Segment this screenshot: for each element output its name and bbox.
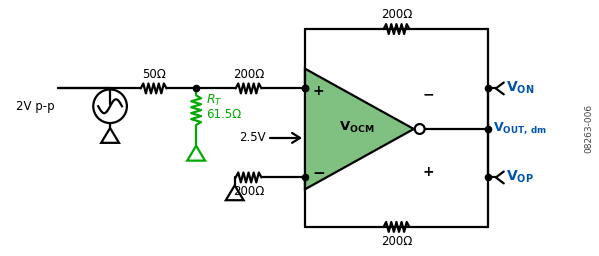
Text: +: + [423,165,434,178]
Text: 200Ω: 200Ω [233,68,264,81]
Text: $R_T$: $R_T$ [206,93,223,108]
Text: 200Ω: 200Ω [381,8,412,21]
Text: $\bf{V_{ON}}$: $\bf{V_{ON}}$ [506,79,534,96]
Text: −: − [313,166,325,181]
Text: −: − [423,87,434,101]
Text: +: + [313,84,325,98]
Text: 2V p-p: 2V p-p [16,100,55,113]
Text: $\bf{V_{OP}}$: $\bf{V_{OP}}$ [506,168,534,185]
Text: $\bf{V_{OUT,\;dm}}$: $\bf{V_{OUT,\;dm}}$ [493,120,547,136]
Text: 200Ω: 200Ω [381,235,412,248]
Text: 61.5Ω: 61.5Ω [206,108,241,121]
Text: $\mathbf{V_{OCM}}$: $\mathbf{V_{OCM}}$ [338,120,374,135]
Text: 08263-006: 08263-006 [585,103,594,153]
Text: 200Ω: 200Ω [233,185,264,198]
Text: 50Ω: 50Ω [141,68,165,81]
Text: 2.5V: 2.5V [239,131,265,144]
Polygon shape [305,69,414,189]
